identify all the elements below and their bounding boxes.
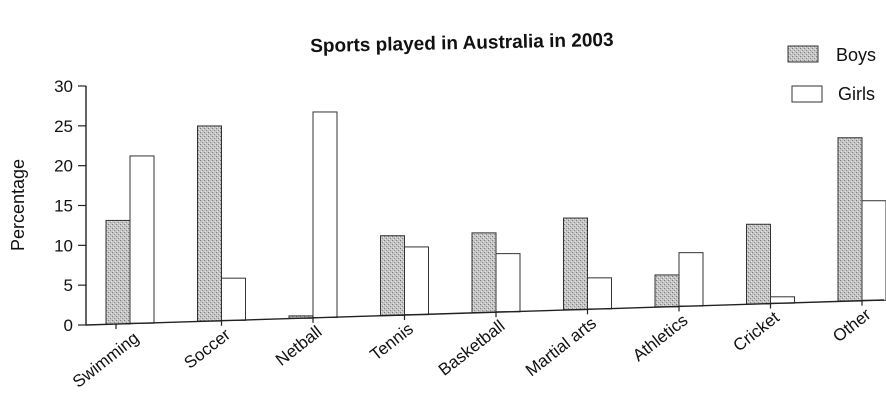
x-tick-label: Other [829,305,874,346]
x-tick-label: Athletics [629,311,691,366]
x-tick-label: Martial arts [522,313,600,380]
x-axis: Swimming Soccer Netball Tennis Basketball Mar… [69,299,885,391]
legend-label-girls: Girls [838,84,875,104]
x-tick-label: Netball [272,322,325,370]
legend-label-boys: Boys [836,45,876,65]
y-tick-label: 20 [54,157,73,176]
x-tick-label: Soccer [181,325,235,373]
y-axis: 0 5 10 15 20 25 30 [54,77,87,335]
y-tick-label: 10 [54,236,73,255]
y-tick-label: 15 [54,197,73,216]
bar-boys-other [837,137,863,302]
y-axis-label: Percentage [8,159,28,251]
x-axis-line [85,299,885,326]
legend-swatch-girls [791,85,823,103]
x-tick-label: Basketball [435,316,509,379]
legend-swatch-boys [787,45,819,63]
y-tick-label: 30 [54,77,73,96]
bar-girls-other [861,200,886,301]
bar-boys-cricket [746,223,771,305]
x-tick-label: Tennis [367,319,417,364]
chart-title: Sports played in Australia in 2003 [310,30,614,57]
bar-boys-swimming [105,219,131,325]
x-tick-label: Swimming [69,328,142,391]
bar-boys-tennis [380,235,405,316]
y-tick-label: 5 [64,276,73,295]
bar-boys-martial-arts [563,217,588,311]
y-tick-label: 25 [54,117,73,136]
legend: Boys Girls [787,45,876,104]
y-tick-label: 0 [64,316,73,335]
bar-girls-netball [312,111,338,319]
bar-boys-basketball [471,232,497,314]
bar-girls-basketball [495,253,521,313]
x-tick-label: Cricket [730,308,784,356]
bar-boys-soccer [197,125,222,322]
bars [105,111,886,325]
bar-boys-athletics [654,274,680,308]
bar-girls-swimming [129,155,155,324]
bar-girls-martial-arts [587,277,612,310]
bar-girls-athletics [678,252,704,307]
bar-girls-tennis [404,246,429,316]
bar-girls-soccer [221,277,246,321]
